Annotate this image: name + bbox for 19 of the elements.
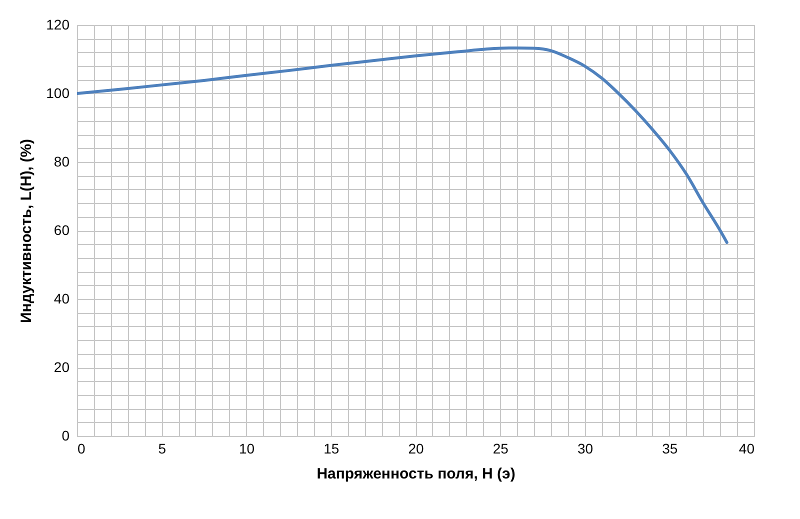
y-tick-label: 80 <box>54 154 70 170</box>
y-tick-label: 40 <box>54 290 70 306</box>
x-tick-label: 30 <box>577 440 594 456</box>
x-tick-label: 35 <box>662 440 678 456</box>
x-tick-label: 15 <box>324 440 340 456</box>
y-tick-label: 120 <box>46 16 70 32</box>
x-tick-label: 10 <box>238 440 255 456</box>
x-axis-title: Напряженность поля, H (э) <box>316 466 516 482</box>
x-tick-label: 5 <box>158 440 166 456</box>
y-tick-label: 100 <box>46 85 70 101</box>
y-tick-label: 20 <box>54 359 70 375</box>
y-axis-title: Индуктивность, L(H), (%) <box>18 138 36 324</box>
x-tick-label: 0 <box>78 440 86 456</box>
y-tick-label: 60 <box>54 222 70 238</box>
x-tick-label: 25 <box>492 440 509 456</box>
y-tick-label: 0 <box>62 428 70 444</box>
line-series <box>77 46 728 244</box>
x-tick-label: 40 <box>738 440 755 456</box>
x-tick-label: 20 <box>408 440 424 456</box>
